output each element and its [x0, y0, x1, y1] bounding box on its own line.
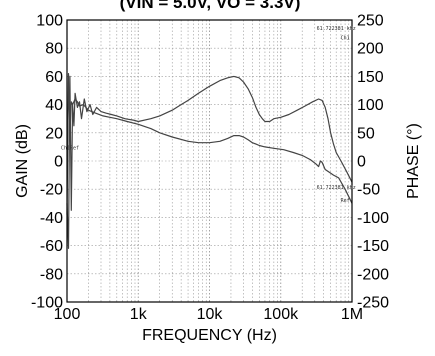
y2-tick-label: -150 [357, 238, 389, 255]
y-tick-label: -40 [40, 210, 63, 227]
y2-tick-label: -50 [357, 182, 380, 199]
scope-annotation: Ch1 [341, 36, 350, 42]
y-tick-label: 20 [45, 125, 63, 142]
chart-title: (VIN = 5.0V, VO = 3.3V) [120, 0, 301, 12]
x-tick-label: 100k [263, 306, 299, 323]
y2-tick-label: -100 [357, 210, 389, 227]
y-tick-label: 60 [45, 69, 63, 86]
y-tick-label: 80 [45, 41, 63, 58]
y2-tick-label: 50 [357, 125, 375, 142]
scope-annotation: 61.722381 kHz [317, 26, 356, 32]
y2-tick-label: -200 [357, 266, 389, 283]
y-tick-label: 100 [36, 13, 63, 30]
x-tick-label: 10k [197, 306, 224, 323]
y2-tick-label: 100 [357, 97, 384, 114]
y2-tick-label: 200 [357, 41, 384, 58]
scope-annotation: Ref [341, 198, 350, 204]
y2-tick-label: 250 [357, 13, 384, 30]
y-tick-label: -80 [40, 266, 63, 283]
series-line-1 [66, 75, 353, 249]
y2-tick-label: 150 [357, 69, 384, 86]
y2-tick-label: 0 [357, 154, 366, 171]
scope-annotation: Ch1Ref [61, 146, 79, 152]
scope-annotation: 61.722381 kHz [317, 185, 356, 191]
y-tick-label: 40 [45, 97, 63, 114]
y2-tick-label: -250 [357, 295, 389, 312]
x-tick-label: 1k [130, 306, 148, 323]
series-line-2 [66, 72, 353, 215]
x-tick-label: 100 [54, 306, 81, 323]
y-tick-label: -100 [31, 295, 63, 312]
plot-frame [66, 19, 353, 303]
y-tick-label: 0 [54, 154, 63, 171]
y-tick-label: -60 [40, 238, 63, 255]
x-tick-label: 1M [341, 306, 363, 323]
y-axis-title: GAIN (dB) [14, 124, 31, 198]
y-tick-label: -20 [40, 182, 63, 199]
x-axis-title: FREQUENCY (Hz) [142, 327, 277, 344]
y2-axis-title: PHASE (°) [405, 123, 422, 199]
